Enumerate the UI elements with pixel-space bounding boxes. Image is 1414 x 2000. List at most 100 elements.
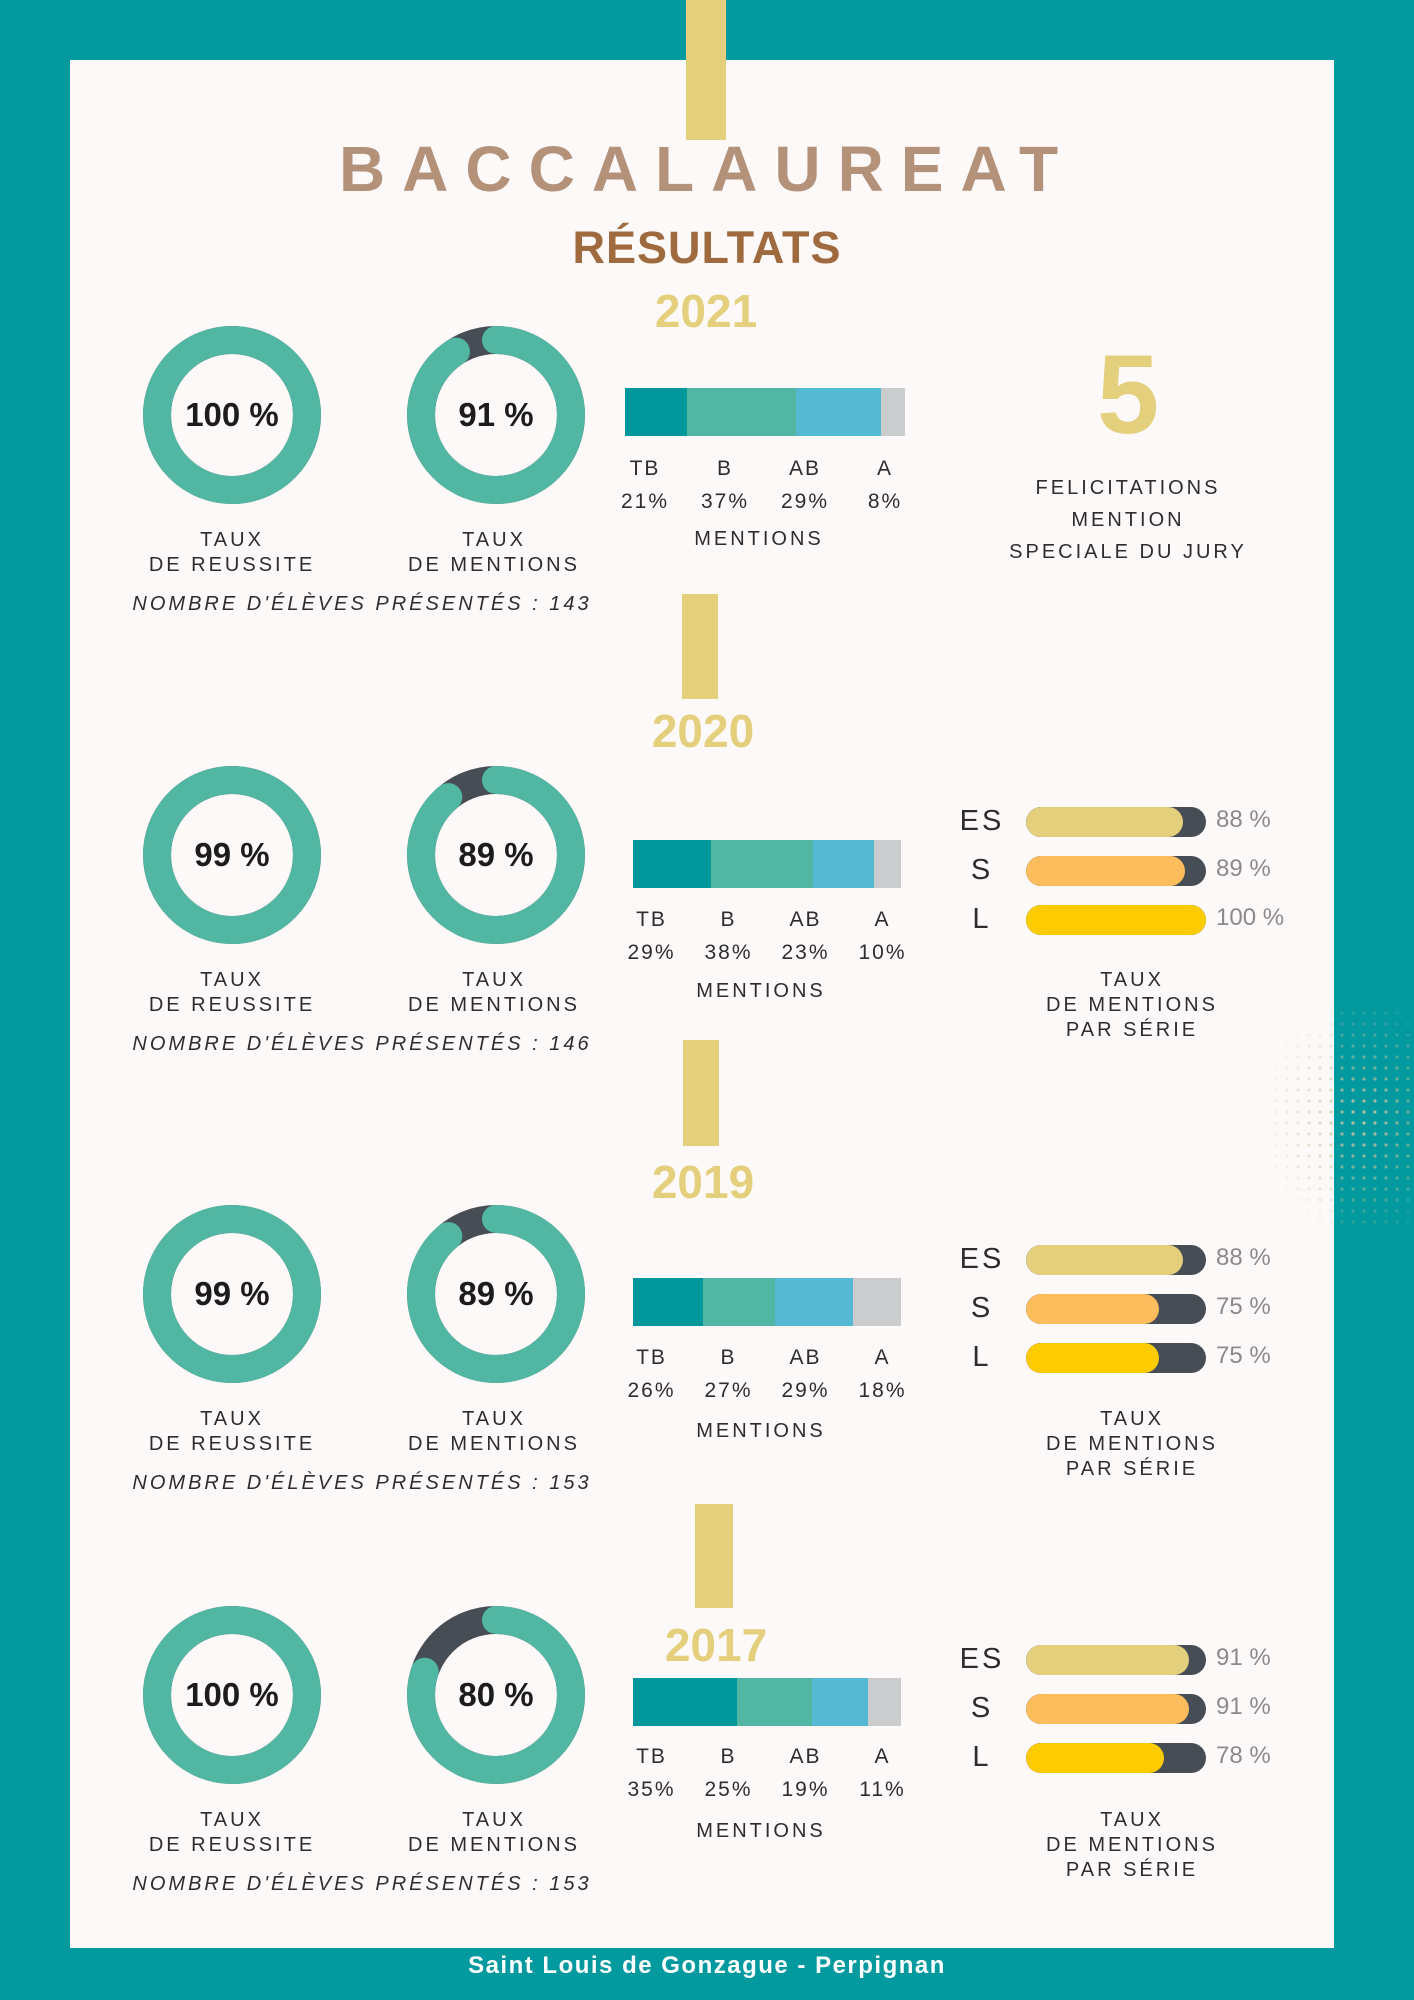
page-subtitle: RÉSULTATS bbox=[572, 222, 842, 273]
series-caption-line: PAR SÉRIE bbox=[1065, 1458, 1199, 1480]
reussite-donut-label: 100 % bbox=[185, 396, 279, 433]
caption-line: DE MENTIONS bbox=[408, 1834, 580, 1856]
reussite-donut-ring bbox=[143, 766, 321, 944]
students-count: NOMBRE D'ÉLÈVES PRÉSENTÉS : 153 bbox=[132, 1472, 592, 1494]
caption-line: DE MENTIONS bbox=[408, 994, 580, 1016]
caption-line: DE REUSSITE bbox=[148, 554, 316, 576]
mentions-labels: TB 26% B 27% AB 29% A 18% bbox=[613, 1341, 921, 1407]
mentions-col-tb: TB 21% bbox=[605, 452, 685, 518]
mentions-donut: 89 % bbox=[404, 763, 588, 947]
reussite-caption: TAUX DE REUSSITE bbox=[82, 1407, 382, 1457]
mentions-value: 21% bbox=[620, 490, 670, 513]
serie-track-s bbox=[1026, 856, 1206, 886]
mentions-donut: 89 % bbox=[404, 1202, 588, 1386]
serie-value-es: 88 % bbox=[1216, 806, 1271, 833]
caption-line: TAUX bbox=[200, 969, 264, 991]
reussite-donut: 100 % bbox=[140, 323, 324, 507]
year-label: 2020 bbox=[651, 705, 755, 757]
serie-value-l: 100 % bbox=[1216, 904, 1285, 931]
mentions-title: MENTIONS bbox=[694, 528, 824, 550]
reussite-donut-value-arc bbox=[143, 766, 321, 944]
mentions-donut-label: 89 % bbox=[458, 836, 534, 873]
mentions-stacked-bar bbox=[633, 1678, 901, 1726]
caption-line: DE MENTIONS bbox=[408, 554, 580, 576]
mentions-value: 27% bbox=[704, 1379, 753, 1402]
mentions-col-tb: TB 35% bbox=[613, 1740, 690, 1806]
serie-label-l: L bbox=[972, 903, 992, 935]
reussite-donut-ring bbox=[143, 326, 321, 504]
mentions-value: 19% bbox=[781, 1778, 830, 1801]
mentions-donut-label: 80 % bbox=[458, 1676, 534, 1713]
series-caption: TAUX DE MENTIONS PAR SÉRIE bbox=[982, 968, 1282, 1043]
reussite-donut-label: 99 % bbox=[194, 1275, 270, 1312]
mentions-category: TB bbox=[636, 908, 667, 931]
mentions-value: 29% bbox=[781, 1379, 830, 1402]
series-caption-line: TAUX bbox=[1100, 969, 1164, 991]
mentions-category: B bbox=[720, 1745, 737, 1768]
serie-value-s: 89 % bbox=[1216, 855, 1271, 882]
mentions-col-a: A 10% bbox=[844, 903, 921, 969]
mentions-donut-value-arc bbox=[407, 1606, 585, 1784]
serie-label-s: S bbox=[970, 854, 994, 886]
students-count: NOMBRE D'ÉLÈVES PRÉSENTÉS : 143 bbox=[132, 593, 592, 615]
serie-bar-s bbox=[1026, 856, 1186, 886]
reussite-donut-value-arc bbox=[143, 1205, 321, 1383]
mentions-rate-caption: TAUX DE MENTIONS bbox=[344, 968, 644, 1018]
page-title: BACCALAUREAT bbox=[338, 133, 1076, 205]
mentions-category: B bbox=[720, 1346, 737, 1369]
mentions-donut-label: 89 % bbox=[458, 1275, 534, 1312]
caption-line: TAUX bbox=[462, 529, 526, 551]
mentions-col-ab: AB 19% bbox=[767, 1740, 844, 1806]
mentions-category: A bbox=[876, 457, 893, 480]
serie-track-s bbox=[1026, 1694, 1206, 1724]
footer-text: Saint Louis de Gonzague - Perpignan bbox=[468, 1952, 946, 1979]
serie-label-s: S bbox=[970, 1292, 994, 1324]
serie-track-es bbox=[1026, 807, 1206, 837]
mentions-segment-a bbox=[852, 1278, 901, 1326]
serie-track-s bbox=[1026, 1294, 1206, 1324]
caption-line: TAUX bbox=[462, 1408, 526, 1430]
mentions-title: MENTIONS bbox=[696, 1820, 826, 1842]
caption-line: TAUX bbox=[462, 969, 526, 991]
reussite-donut: 99 % bbox=[140, 763, 324, 947]
mentions-category: AB bbox=[788, 457, 821, 480]
mentions-category: AB bbox=[789, 908, 822, 931]
series-caption-line: DE MENTIONS bbox=[1046, 1433, 1218, 1455]
mentions-value: 26% bbox=[627, 1379, 676, 1402]
mentions-col-b: B 38% bbox=[690, 903, 767, 969]
mentions-col-a: A 8% bbox=[845, 452, 925, 518]
serie-label-l: L bbox=[972, 1341, 992, 1373]
year-label: 2021 bbox=[654, 285, 758, 337]
mentions-title: MENTIONS bbox=[696, 980, 826, 1002]
series-caption-line: PAR SÉRIE bbox=[1065, 1859, 1199, 1881]
mentions-segment-ab bbox=[775, 1278, 853, 1326]
reussite-donut: 100 % bbox=[140, 1603, 324, 1787]
caption-line: DE REUSSITE bbox=[148, 994, 316, 1016]
serie-bar-l bbox=[1026, 905, 1206, 935]
mentions-donut-value-arc bbox=[407, 766, 585, 944]
serie-value-s: 91 % bbox=[1216, 1693, 1271, 1720]
mentions-donut-ring bbox=[407, 326, 585, 504]
caption-line: TAUX bbox=[200, 1408, 264, 1430]
serie-bar-s bbox=[1026, 1294, 1159, 1324]
serie-bar-l bbox=[1026, 1343, 1159, 1373]
reussite-donut-value-arc bbox=[143, 326, 321, 504]
mentions-category: A bbox=[874, 1346, 891, 1369]
mentions-col-b: B 27% bbox=[690, 1341, 767, 1407]
series-caption-line: TAUX bbox=[1100, 1809, 1164, 1831]
mentions-value: 37% bbox=[700, 490, 750, 513]
series-caption: TAUX DE MENTIONS PAR SÉRIE bbox=[982, 1407, 1282, 1482]
reussite-donut-label: 100 % bbox=[185, 1676, 279, 1713]
connector-bar bbox=[683, 1040, 719, 1146]
serie-value-es: 91 % bbox=[1216, 1644, 1271, 1671]
felicitations-caption: FELICITATIONS MENTION SPECIALE DU JURY bbox=[968, 472, 1288, 568]
mentions-value: 29% bbox=[627, 941, 676, 964]
caption-line: DE REUSSITE bbox=[148, 1433, 316, 1455]
series-caption: TAUX DE MENTIONS PAR SÉRIE bbox=[982, 1808, 1282, 1883]
felicitations-line: SPECIALE DU JURY bbox=[1009, 541, 1247, 563]
mentions-value: 25% bbox=[704, 1778, 753, 1801]
mentions-donut-ring bbox=[407, 1606, 585, 1784]
mentions-col-ab: AB 23% bbox=[767, 903, 844, 969]
mentions-donut-value-arc bbox=[407, 326, 585, 504]
year-label: 2019 bbox=[651, 1156, 755, 1208]
